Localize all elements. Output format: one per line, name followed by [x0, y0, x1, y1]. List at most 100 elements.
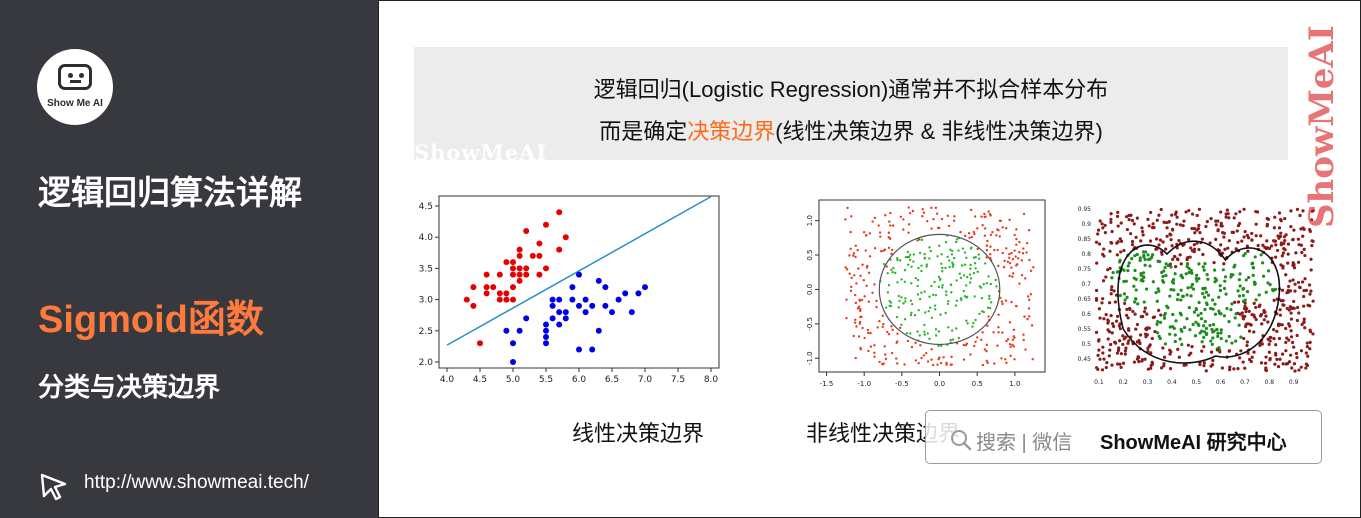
data-point [1161, 346, 1165, 350]
x-tick-label: 5.5 [539, 375, 553, 385]
data-point [1184, 363, 1188, 367]
data-point [1311, 299, 1315, 303]
data-point [1094, 240, 1099, 244]
data-point [1281, 362, 1285, 366]
data-point [1146, 367, 1150, 371]
data-point [1118, 362, 1122, 366]
data-point [496, 290, 503, 297]
data-point [1278, 308, 1282, 312]
data-point [1302, 317, 1306, 321]
data-point [569, 284, 576, 291]
showmeai-logo[interactable]: Show Me AI [37, 49, 113, 125]
data-point [849, 230, 852, 234]
data-point [986, 239, 989, 243]
data-point [871, 291, 874, 294]
data-point [1154, 237, 1159, 241]
data-point [864, 234, 868, 237]
data-point [1303, 253, 1307, 258]
data-point [1104, 365, 1108, 370]
data-point [1260, 261, 1265, 265]
data-point [1094, 330, 1099, 334]
data-point [1304, 351, 1308, 355]
data-point [1116, 210, 1120, 214]
data-point [1289, 311, 1293, 315]
data-point [1126, 269, 1130, 273]
data-point [523, 315, 530, 322]
data-point [891, 328, 894, 332]
data-point [536, 271, 543, 278]
data-point [989, 282, 993, 286]
data-point [1155, 218, 1159, 222]
data-point [1176, 347, 1180, 351]
data-point [1213, 312, 1218, 316]
data-point [951, 338, 955, 341]
data-point [1190, 226, 1194, 231]
data-point [903, 268, 907, 272]
data-point [1179, 262, 1183, 266]
data-point [1195, 241, 1199, 245]
data-point [1023, 315, 1026, 318]
search-badge[interactable]: 搜索 | 微信 ShowMeAI 研究中心 [925, 410, 1322, 464]
data-point [852, 252, 856, 255]
data-point [889, 301, 893, 304]
x-tick-label: 0.9 [1289, 379, 1299, 386]
data-point [900, 296, 903, 299]
data-point [1238, 210, 1242, 214]
data-point [896, 332, 899, 335]
data-point [1303, 277, 1307, 281]
data-point [589, 302, 596, 309]
data-point [1300, 250, 1304, 255]
data-point [906, 255, 909, 259]
data-point [1279, 231, 1283, 235]
data-point [1209, 339, 1213, 343]
data-point [1134, 327, 1138, 331]
x-tick-label: -1.5 [820, 380, 834, 388]
data-point [1293, 369, 1297, 373]
website-link[interactable]: http://www.showmeai.tech/ [84, 472, 309, 493]
data-point [896, 340, 899, 343]
data-point [1259, 253, 1263, 257]
data-point [1097, 307, 1101, 311]
data-point [1186, 262, 1190, 266]
data-point [991, 230, 994, 234]
data-point [1197, 207, 1202, 211]
data-point [576, 271, 582, 278]
data-point [1174, 319, 1178, 323]
data-point [1195, 213, 1199, 218]
data-point [1275, 248, 1280, 253]
data-point [897, 306, 900, 309]
data-point [1096, 228, 1101, 232]
data-point [595, 277, 602, 284]
data-point [1250, 355, 1254, 359]
data-point [1162, 355, 1167, 359]
data-point [1242, 207, 1246, 211]
data-point [965, 275, 969, 279]
data-point [858, 322, 862, 325]
data-point [1130, 239, 1135, 244]
data-point [979, 286, 983, 289]
data-point [1212, 329, 1216, 333]
data-point [862, 230, 866, 234]
data-point [1107, 301, 1112, 305]
data-point [1165, 234, 1169, 238]
data-point [910, 345, 914, 349]
data-point [1274, 255, 1278, 259]
data-point [1156, 319, 1160, 324]
data-point [910, 282, 913, 285]
data-point [859, 315, 862, 319]
data-point [1018, 240, 1021, 244]
data-point [849, 289, 853, 292]
data-point [1110, 363, 1114, 367]
data-point [1001, 331, 1004, 334]
data-point [576, 302, 582, 309]
data-point [1241, 314, 1245, 318]
data-point [1164, 262, 1168, 266]
x-tick-label: 0.0 [934, 380, 945, 388]
data-point [556, 309, 563, 316]
data-point [1246, 351, 1250, 355]
y-tick-label: 0.65 [1078, 296, 1092, 303]
data-point [1250, 231, 1254, 236]
y-tick-label: 4.0 [419, 233, 434, 243]
data-point [1292, 266, 1297, 270]
data-point [1133, 254, 1137, 258]
